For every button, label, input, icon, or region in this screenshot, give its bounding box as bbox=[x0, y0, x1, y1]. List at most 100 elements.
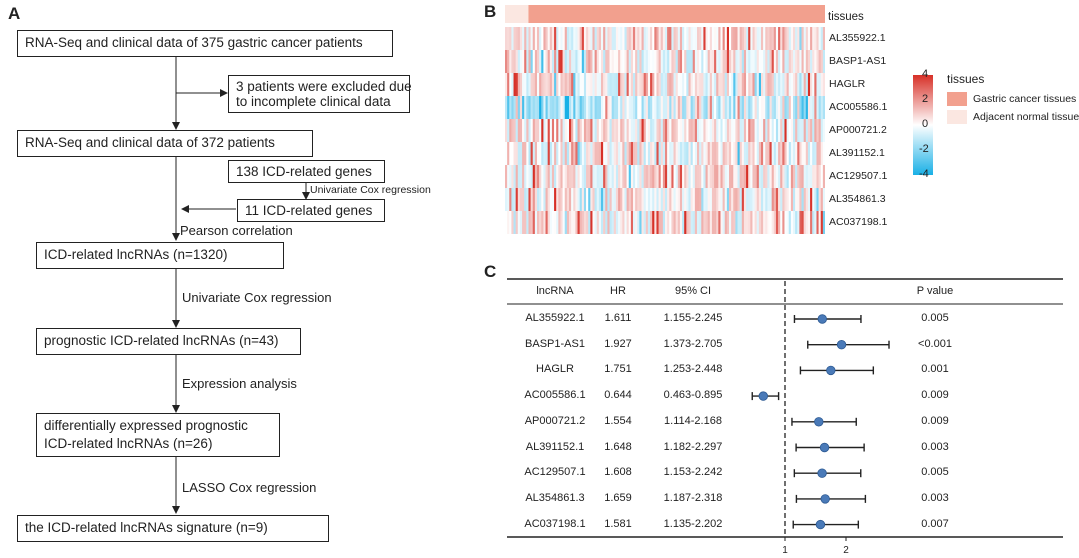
univariate-label: Univariate Cox regression bbox=[182, 290, 332, 305]
row-lncrna-name: AL391152.1 bbox=[525, 440, 585, 453]
row-hr: 0.644 bbox=[604, 389, 632, 402]
colorbar-tick-label: -2 bbox=[919, 143, 929, 155]
hr-point bbox=[819, 442, 830, 453]
row-p-value: 0.005 bbox=[921, 466, 949, 479]
heatmap-row-BASP1-AS1 bbox=[505, 50, 825, 73]
pearson-label: Pearson correlation bbox=[180, 223, 293, 238]
row-lncrna-name: AC005586.1 bbox=[524, 389, 586, 402]
legend-swatch-cancer bbox=[947, 92, 967, 106]
row-ci: 1.182-2.297 bbox=[663, 440, 723, 453]
header-ci: 95% CI bbox=[674, 285, 712, 297]
flow-box-lncrnas-1320: ICD-related lncRNAs (n=1320) bbox=[36, 242, 284, 269]
hr-point bbox=[836, 339, 847, 350]
forest-row-AC005586.1 bbox=[751, 391, 780, 401]
row-p-value: 0.003 bbox=[921, 440, 949, 453]
row-hr: 1.581 bbox=[604, 517, 632, 530]
heatmap-gene-label: AL354861.3 bbox=[829, 193, 886, 205]
heatmap-row-HAGLR bbox=[505, 73, 825, 96]
row-hr: 1.659 bbox=[604, 491, 632, 504]
row-ci: 1.187-2.318 bbox=[663, 491, 723, 504]
row-p-value: 0.001 bbox=[921, 363, 949, 376]
axis-tick-label: 2 bbox=[843, 545, 849, 556]
heatmap-row-AC005586.1 bbox=[505, 96, 825, 119]
row-lncrna-name: AC129507.1 bbox=[524, 466, 586, 479]
annotation-cancer bbox=[528, 5, 825, 23]
heatmap-gene-label: AL391152.1 bbox=[829, 147, 885, 159]
axis-tick-label: 1 bbox=[782, 545, 788, 556]
legend-label-cancer: Gastric cancer tissues bbox=[973, 93, 1077, 105]
row-ci: 1.373-2.705 bbox=[663, 337, 723, 350]
legend-swatch-normal bbox=[947, 110, 967, 124]
heatmap-gene-label: AC005586.1 bbox=[829, 101, 888, 113]
univariate-small-label: Univariate Cox regression bbox=[310, 184, 431, 196]
flow-box-excluded: 3 patients were excluded due to incomple… bbox=[228, 75, 412, 113]
colorbar-tick-label: 4 bbox=[922, 68, 929, 80]
excluded-line-2: to incomplete clinical data bbox=[236, 94, 391, 109]
heatmap-row-AL355922.1 bbox=[505, 27, 825, 50]
header-lncrna: lncRNA bbox=[536, 285, 574, 297]
forest-row-AL354861.3 bbox=[795, 494, 867, 504]
hr-point bbox=[815, 519, 826, 530]
forest-row-BASP1-AS1 bbox=[807, 339, 890, 350]
row-p-value: 0.009 bbox=[921, 414, 949, 427]
heatmap-gene-label: BASP1-AS1 bbox=[829, 55, 887, 67]
differential-line-1: differentially expressed prognostic bbox=[44, 418, 248, 433]
row-hr: 1.608 bbox=[604, 466, 632, 479]
hr-point bbox=[758, 391, 768, 401]
row-lncrna-name: BASP1-AS1 bbox=[525, 337, 585, 350]
hr-point bbox=[814, 417, 824, 427]
forest-row-AP000721.2 bbox=[791, 417, 857, 427]
panel-label-a: A bbox=[8, 4, 21, 23]
excluded-line-1: 3 patients were excluded due bbox=[236, 79, 412, 94]
flow-box-11-genes: 11 ICD-related genes bbox=[237, 199, 385, 222]
row-hr: 1.927 bbox=[604, 337, 632, 350]
flow-box-138-genes: 138 ICD-related genes bbox=[228, 160, 385, 183]
hr-point bbox=[826, 365, 836, 376]
row-p-value: 0.005 bbox=[921, 312, 949, 324]
row-hr: 1.611 bbox=[604, 312, 632, 324]
heatmap-gene-label: AL355922.1 bbox=[829, 32, 886, 44]
colorbar-tick-label: 2 bbox=[922, 93, 929, 105]
hr-point bbox=[817, 314, 827, 324]
flow-box-differential-26: differentially expressed prognostic ICD-… bbox=[36, 413, 280, 457]
header-p-value: P value bbox=[916, 285, 954, 297]
flow-box-all-patients: RNA-Seq and clinical data of 375 gastric… bbox=[17, 30, 393, 57]
row-ci: 1.155-2.245 bbox=[663, 312, 723, 324]
flow-box-372-patients: RNA-Seq and clinical data of 372 patient… bbox=[17, 130, 313, 157]
row-lncrna-name: AL355922.1 bbox=[525, 312, 585, 324]
row-p-value: 0.009 bbox=[921, 389, 949, 402]
heatmap-row-AC037198.1 bbox=[505, 211, 825, 234]
row-lncrna-name: HAGLR bbox=[536, 363, 574, 376]
panel-label-c: C bbox=[484, 262, 497, 281]
row-ci: 1.253-2.448 bbox=[663, 363, 723, 376]
heatmap-gene-label: AC037198.1 bbox=[829, 216, 888, 228]
hr-point bbox=[820, 494, 830, 504]
expression-label: Expression analysis bbox=[182, 376, 297, 391]
heatmap-row-AL391152.1 bbox=[505, 142, 825, 165]
forest-row-AL355922.1 bbox=[793, 314, 862, 324]
legend-label-normal: Adjacent normal tissues bbox=[973, 111, 1079, 123]
flowchart-connectors bbox=[172, 57, 310, 514]
row-lncrna-name: AL354861.3 bbox=[525, 491, 585, 504]
forest-row-AL391152.1 bbox=[795, 442, 865, 453]
forest-row-HAGLR bbox=[799, 365, 875, 376]
colorbar bbox=[913, 75, 933, 175]
row-lncrna-name: AC037198.1 bbox=[524, 517, 586, 530]
row-p-value: <0.001 bbox=[918, 337, 952, 350]
row-ci: 1.114-2.168 bbox=[664, 414, 722, 427]
row-p-value: 0.007 bbox=[921, 517, 949, 530]
row-p-value: 0.003 bbox=[921, 491, 949, 504]
heatmap bbox=[505, 5, 825, 234]
row-ci: 1.135-2.202 bbox=[663, 517, 723, 530]
row-ci: 0.463-0.895 bbox=[663, 389, 723, 402]
row-hr: 1.751 bbox=[604, 363, 632, 376]
row-lncrna-name: AP000721.2 bbox=[524, 414, 586, 427]
heatmap-row-AC129507.1 bbox=[505, 165, 825, 188]
flow-box-signature-9: the ICD-related lncRNAs signature (n=9) bbox=[17, 515, 329, 542]
row-ci: 1.153-2.242 bbox=[663, 466, 723, 479]
panel-label-b: B bbox=[484, 2, 497, 21]
heatmap-annotation-label: tissues bbox=[828, 11, 864, 23]
row-hr: 1.554 bbox=[604, 414, 632, 427]
heatmap-gene-label: AP000721.2 bbox=[829, 124, 887, 136]
